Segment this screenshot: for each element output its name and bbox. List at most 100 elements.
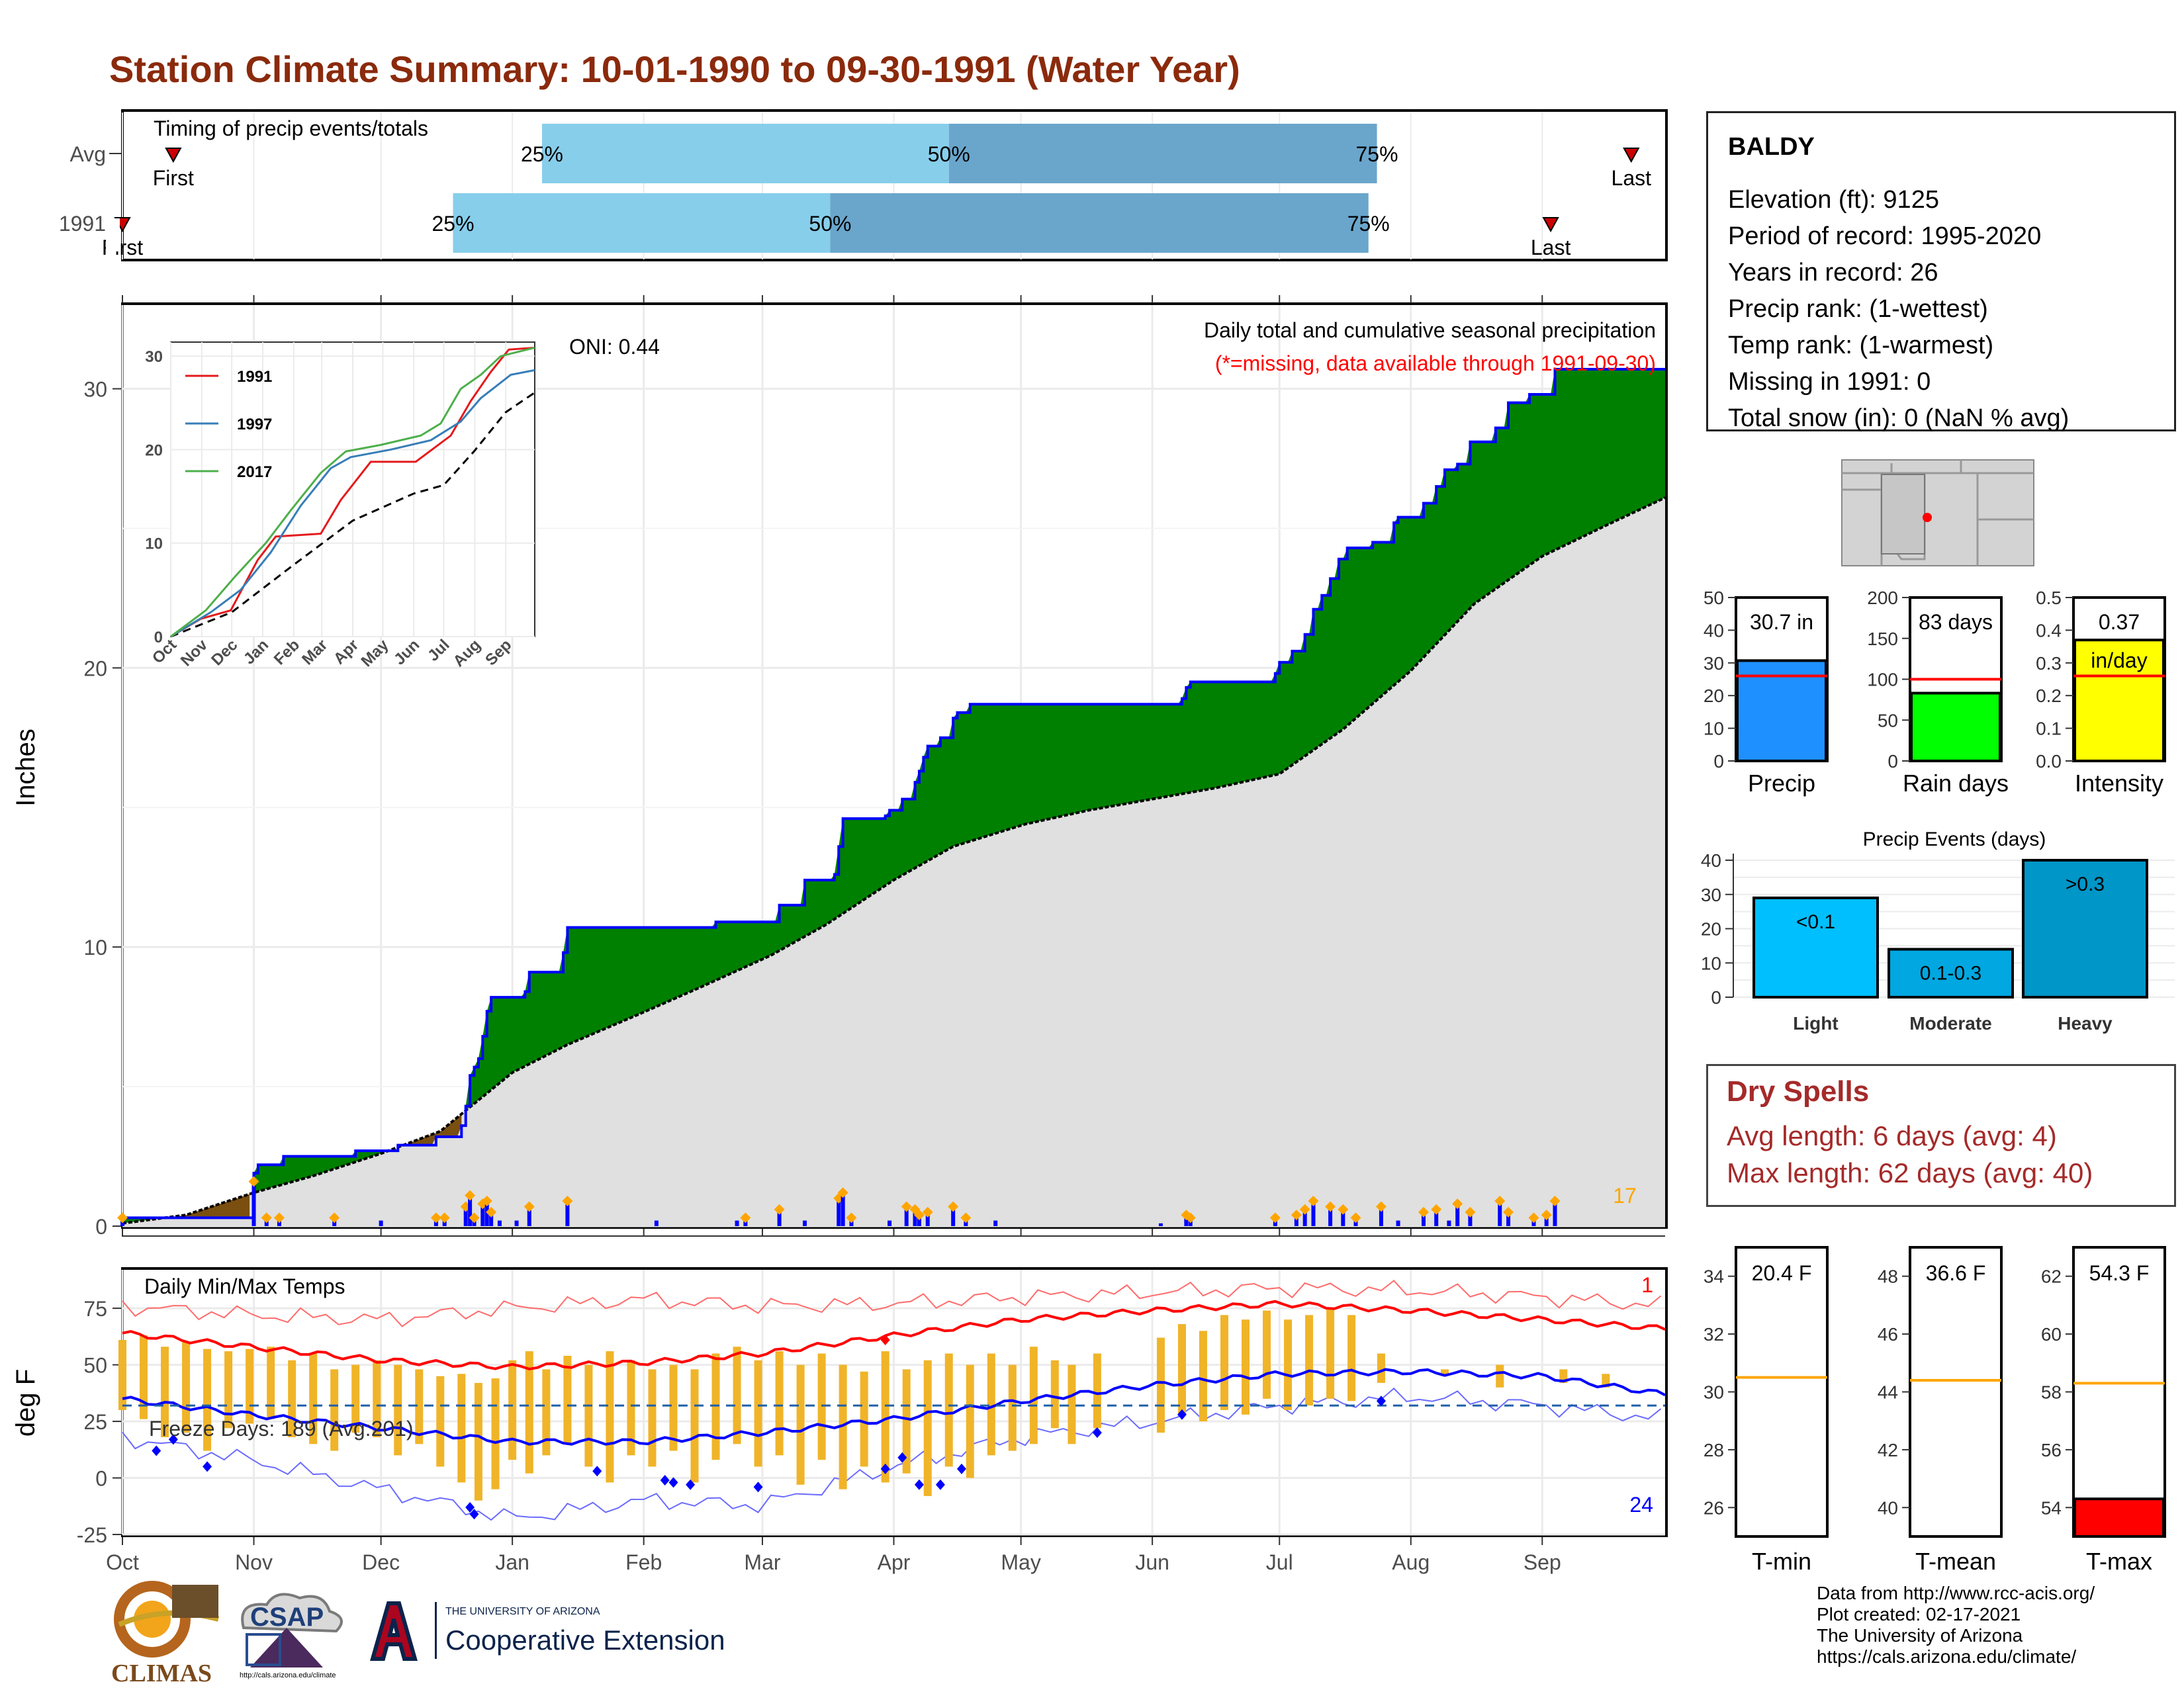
temps-chart: -25 0 25 50 75 Daily Min/Max Temps Freeze Days…: [11, 1229, 1666, 1574]
heavy-count-label: 17: [1613, 1184, 1637, 1208]
inset-series-line: [170, 346, 535, 638]
record-low-marker: [1376, 1396, 1386, 1407]
month-tick-label: Aug: [1392, 1550, 1430, 1574]
daily-temp-range-bar: [373, 1360, 381, 1437]
events-ytick-label: 0: [1711, 987, 1721, 1008]
month-tick-label: Jul: [1266, 1550, 1293, 1574]
small-panel-value-label: 54.3 F: [2089, 1261, 2150, 1285]
small-panel-ytick-label: 30: [1704, 653, 1724, 674]
daily-temp-range-bar: [627, 1360, 635, 1456]
record-low-marker: [469, 1509, 479, 1520]
daily-temp-range-bar: [1156, 1337, 1165, 1433]
record-low-marker: [465, 1501, 475, 1513]
small-panel-value-label: 0.37: [2099, 610, 2140, 634]
precip-surplus-area: [465, 369, 1665, 1111]
heavy-event-marker: [1528, 1212, 1539, 1223]
events-bar: [2022, 859, 2148, 999]
daily-temp-range-bar: [1177, 1324, 1186, 1415]
heavy-event-marker: [486, 1206, 497, 1218]
small-panel-ytick-label: 50: [1704, 588, 1724, 608]
record-low-marker: [203, 1461, 212, 1472]
heavy-event-marker: [1549, 1196, 1561, 1207]
small-panel-bar: [1910, 691, 2001, 762]
timing-pct-label: 50%: [928, 142, 970, 166]
small-panel-ytick-label: 54: [2041, 1497, 2062, 1518]
small-panel-frame: [1909, 1246, 2003, 1538]
dry-spells-title: Dry Spells: [1727, 1075, 1870, 1108]
record-low-marker: [660, 1474, 670, 1486]
daily-precip-bar: [1434, 1209, 1439, 1226]
small-panel-ytick-label: 26: [1704, 1497, 1724, 1518]
daily-temp-range-bar: [839, 1364, 847, 1489]
temps-ytick-label: 50: [83, 1354, 107, 1378]
daily-temp-range-bar: [436, 1376, 445, 1467]
record-low-marker: [592, 1466, 602, 1477]
daily-temp-range-bar: [860, 1371, 868, 1467]
timing-pct-label: 50%: [809, 212, 851, 236]
daily-precip-bar: [1341, 1209, 1345, 1226]
freeze-days-label: Freeze Days: 189 (Avg:201): [149, 1417, 414, 1441]
dry-spells-avg: Avg length: 6 days (avg: 4): [1727, 1120, 2057, 1151]
footer-line: Plot created: 02-17-2021: [1817, 1604, 2021, 1624]
events-category-label: Light: [1793, 1013, 1838, 1034]
heavy-event-marker: [913, 1210, 925, 1221]
timing-pct-label: 75%: [1356, 142, 1398, 166]
daily-precip-bar: [654, 1220, 659, 1226]
record-high-count: 1: [1641, 1273, 1653, 1297]
timing-clip-mask: [106, 218, 120, 251]
timing-bar-25-50: [541, 124, 949, 183]
daily-temp-range-bar: [563, 1355, 572, 1444]
precip-ytick-label: 20: [83, 656, 107, 680]
station-info-line: Years in record: 26: [1728, 259, 1938, 287]
daily-temp-range-bar: [1029, 1347, 1038, 1444]
record-high-marker: [880, 1334, 890, 1345]
heavy-event-marker: [948, 1201, 959, 1212]
daily-precip-bar: [484, 1201, 489, 1226]
daily-temp-range-bar: [733, 1347, 741, 1444]
timing-bar-50-75: [830, 193, 1369, 253]
timing-last-label: Last: [1531, 236, 1571, 259]
small-panel-ytick-label: 60: [2041, 1324, 2062, 1345]
heavy-event-marker: [430, 1212, 441, 1223]
daily-precip-bar: [1498, 1201, 1502, 1226]
daily-temp-range-bar: [1008, 1364, 1017, 1451]
daily-temp-range-bar: [474, 1382, 482, 1501]
month-tick-label: Dec: [362, 1550, 400, 1574]
daily-precip-bar: [251, 1181, 256, 1226]
events-bar: [1752, 896, 1879, 999]
heavy-event-marker: [117, 1212, 128, 1223]
daily-precip-bar: [565, 1201, 570, 1226]
station-info-line: Elevation (ft): 9125: [1728, 186, 1939, 214]
daily-temp-range-bar: [1496, 1364, 1504, 1388]
small-panel-label: T-min: [1752, 1548, 1811, 1575]
tmax-record-line: [122, 1279, 1662, 1327]
daily-temp-range-bar: [1305, 1315, 1314, 1406]
daily-precip-bar: [1506, 1212, 1511, 1226]
station-name: BALDY: [1728, 133, 1815, 161]
events-bar-label: >0.3: [2066, 873, 2105, 895]
csap-logo-url: http://cals.arizona.edu/climate: [240, 1671, 336, 1679]
daily-temp-range-bar: [1263, 1310, 1271, 1399]
tmin-avg-line: [122, 1368, 1666, 1446]
daily-temp-range-bar: [966, 1364, 974, 1478]
record-low-marker: [152, 1445, 161, 1456]
small-panel-ytick-label: 20: [1704, 686, 1724, 706]
small-panel-ytick-label: 0.5: [2036, 588, 2062, 608]
small-panel-ytick-label: 150: [1867, 629, 1898, 649]
avg-cumulative-line: [122, 496, 1666, 1225]
daily-precip-bar: [1553, 1201, 1557, 1226]
timing-last-marker: [1623, 148, 1640, 163]
heavy-event-marker: [846, 1212, 857, 1223]
month-tick-label: Mar: [744, 1550, 780, 1574]
daily-precip-bar: [1184, 1215, 1189, 1226]
avg-cumulative-area: [122, 498, 1665, 1226]
daily-temp-range-bar: [140, 1335, 148, 1419]
dry-spells-max: Max length: 62 days (avg: 40): [1727, 1157, 2093, 1188]
daily-temp-range-bar: [1441, 1369, 1449, 1376]
record-low-marker: [935, 1479, 945, 1490]
record-low-count: 24: [1629, 1493, 1653, 1517]
daily-temp-range-bar: [1284, 1319, 1293, 1410]
inset-ytick-label: 30: [145, 348, 163, 366]
month-tick-label: Jun: [1135, 1550, 1169, 1574]
daily-precip-bar: [480, 1204, 485, 1226]
